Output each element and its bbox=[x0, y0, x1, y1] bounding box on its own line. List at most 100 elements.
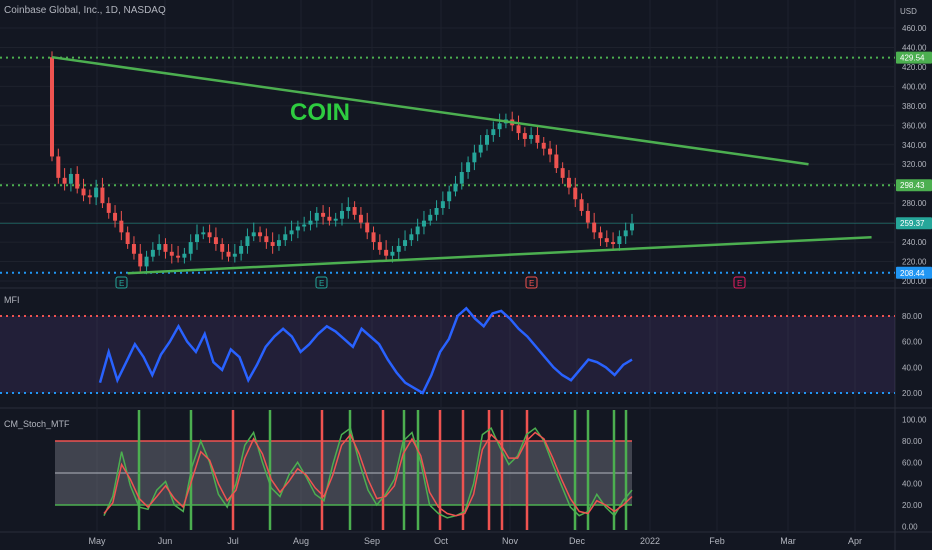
price-level-labels: 429.54 298.43 259.37 208.44 bbox=[896, 51, 932, 279]
candle-body bbox=[195, 234, 199, 243]
candle-body bbox=[182, 253, 187, 258]
candle-body bbox=[106, 203, 111, 213]
candle-body bbox=[415, 226, 420, 235]
candle-body bbox=[245, 236, 250, 246]
candle-body bbox=[529, 135, 534, 139]
time-tick-label: Apr bbox=[848, 536, 862, 546]
candle-body bbox=[201, 232, 206, 235]
stoch-tick-label: 40.00 bbox=[902, 480, 923, 489]
price-levels bbox=[0, 56, 895, 274]
candle-body bbox=[75, 173, 80, 189]
candle-body bbox=[573, 187, 578, 200]
candle-body bbox=[87, 195, 92, 198]
candle-body bbox=[295, 226, 300, 231]
earnings-marker-box[interactable] bbox=[115, 276, 128, 289]
price-level-badge bbox=[896, 266, 932, 279]
currency-label: USD bbox=[900, 7, 917, 16]
candle-body bbox=[239, 245, 244, 254]
candle-body bbox=[289, 230, 294, 235]
candle-body bbox=[188, 242, 193, 254]
candle-body bbox=[491, 129, 496, 136]
price-tick-label: 420.00 bbox=[902, 63, 927, 72]
candle-body bbox=[548, 148, 553, 155]
candle-body bbox=[131, 244, 136, 254]
price-tick-label: 440.00 bbox=[902, 43, 927, 52]
time-tick-label: Jul bbox=[227, 536, 239, 546]
candle-body bbox=[56, 156, 61, 178]
time-tick-label: 2022 bbox=[640, 536, 660, 546]
candle-body bbox=[333, 218, 338, 221]
stoch-title: CM_Stoch_MTF bbox=[4, 419, 70, 429]
stoch-axis: 100.00 80.00 60.00 40.00 20.00 0.00 bbox=[902, 416, 927, 532]
earnings-marker-box[interactable] bbox=[525, 276, 538, 289]
mfi-line bbox=[98, 306, 633, 395]
candle-body bbox=[213, 237, 218, 245]
earnings-marker-box[interactable] bbox=[315, 276, 328, 289]
candle-body bbox=[371, 232, 376, 243]
price-level-label: 208.44 bbox=[900, 269, 925, 278]
candle-body bbox=[163, 244, 168, 252]
candle-body bbox=[314, 212, 319, 221]
price-level-badge bbox=[896, 51, 932, 64]
price-tick-label: 240.00 bbox=[902, 238, 927, 247]
candle-body bbox=[113, 212, 118, 221]
symbol-title: Coinbase Global, Inc., 1D, NASDAQ bbox=[4, 5, 166, 16]
earnings-marker-label: E bbox=[319, 279, 324, 288]
candle-body bbox=[421, 220, 426, 227]
stoch-tick-label: 0.00 bbox=[902, 522, 918, 531]
candle-body bbox=[585, 210, 590, 223]
candle-body bbox=[327, 216, 332, 221]
candle-body bbox=[157, 244, 162, 250]
stoch-tick-label: 60.00 bbox=[902, 458, 923, 467]
price-tick-label: 360.00 bbox=[902, 121, 927, 130]
candle-body bbox=[232, 253, 237, 257]
candlesticks bbox=[50, 51, 634, 275]
candle-body bbox=[466, 162, 471, 173]
candle-body bbox=[447, 191, 452, 202]
trendline bbox=[51, 55, 809, 166]
candle-body bbox=[276, 240, 281, 246]
candle-body bbox=[283, 234, 288, 241]
candle-body bbox=[617, 236, 622, 245]
candle-body bbox=[623, 230, 628, 237]
price-tick-label: 200.00 bbox=[902, 277, 927, 286]
time-tick-label: Sep bbox=[364, 536, 380, 546]
mfi-series-line bbox=[98, 306, 633, 395]
candle-body bbox=[409, 234, 414, 241]
price-tick-label: 280.00 bbox=[902, 199, 927, 208]
price-tick-label: 320.00 bbox=[902, 160, 927, 169]
price-level-label: 298.43 bbox=[900, 181, 925, 190]
stoch-tick-label: 20.00 bbox=[902, 501, 923, 510]
mfi-tick-label: 40.00 bbox=[902, 363, 923, 372]
candle-body bbox=[453, 183, 458, 192]
candle-body bbox=[358, 214, 363, 223]
candle-body bbox=[150, 249, 155, 257]
price-level-badge bbox=[896, 217, 932, 230]
candle-body bbox=[566, 177, 571, 188]
candle-body bbox=[100, 187, 105, 204]
time-axis: May Jun Jul Aug Sep Oct Nov Dec 2022 Feb Mar Apr bbox=[88, 536, 862, 546]
candle-body bbox=[440, 201, 445, 209]
candle-body bbox=[302, 224, 307, 227]
earnings-markers: E E E E bbox=[115, 276, 746, 289]
candle-body bbox=[478, 144, 483, 153]
candle-body bbox=[251, 232, 256, 237]
mfi-band-fill bbox=[0, 316, 895, 393]
candle-body bbox=[138, 253, 143, 267]
price-tick-label: 400.00 bbox=[902, 82, 927, 91]
candle-body bbox=[579, 199, 584, 211]
stoch-tick-label: 100.00 bbox=[902, 416, 927, 425]
time-tick-label: Mar bbox=[780, 536, 796, 546]
stoch-tick-label: 80.00 bbox=[902, 437, 923, 446]
candle-body bbox=[270, 242, 275, 246]
candle-body bbox=[226, 251, 231, 257]
stoch-series-line bbox=[103, 431, 633, 517]
candle-body bbox=[611, 242, 616, 245]
time-tick-label: Oct bbox=[434, 536, 449, 546]
trendline bbox=[127, 235, 872, 275]
candle-body bbox=[403, 240, 408, 246]
earnings-marker-box[interactable] bbox=[733, 276, 746, 289]
candle-body bbox=[125, 232, 130, 245]
